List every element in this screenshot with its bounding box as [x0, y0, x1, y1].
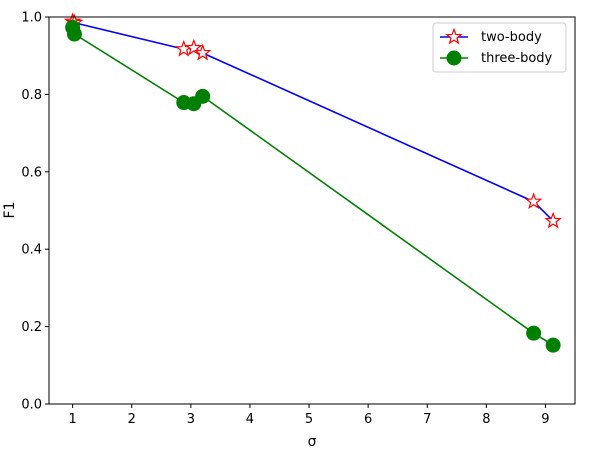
series-layer: [63, 12, 562, 353]
data-point-two-body: [544, 211, 562, 229]
legend-label-two-body: two-body: [481, 30, 542, 45]
data-point-three-body: [545, 337, 561, 353]
y-tick-label: 1.0: [21, 11, 42, 26]
y-axis-label: F1: [2, 202, 18, 219]
legend: two-body three-body: [432, 22, 567, 73]
data-point-two-body: [524, 192, 543, 210]
x-tick-label: 4: [246, 412, 254, 427]
y-tick-label: 0.6: [21, 165, 42, 180]
x-tick-label: 7: [423, 412, 431, 427]
legend-marker-three-body: [446, 50, 462, 66]
data-point-two-body: [185, 38, 203, 56]
y-tick-label: 0.8: [21, 88, 42, 103]
x-tick-label: 9: [541, 412, 549, 427]
data-point-two-body: [174, 39, 193, 57]
plot-frame: [48, 16, 576, 405]
legend-label-three-body: three-body: [481, 51, 553, 66]
data-point-three-body: [526, 325, 542, 341]
data-point-three-body: [195, 88, 211, 104]
y-tick-label: 0.0: [21, 398, 42, 413]
data-point-two-body: [193, 43, 212, 61]
x-tick-label: 3: [187, 412, 195, 427]
x-tick-label: 6: [364, 412, 372, 427]
y-tick-label: 0.2: [21, 320, 42, 335]
legend-frame: [432, 22, 567, 73]
x-tick-label: 2: [128, 412, 136, 427]
y-tick-label: 0.4: [21, 243, 42, 258]
legend-marker-two-body: [445, 27, 463, 45]
series-line-three-body: [71, 27, 554, 346]
x-tick-label: 5: [305, 412, 313, 427]
x-tick-label: 1: [68, 412, 76, 427]
legend-marker-two-body: [445, 27, 463, 45]
data-point-three-body: [66, 26, 82, 42]
ticks-layer: 1 2 3 4 5 6 7 8 9 0.0 0.2 0.4 0.6 0.8 1.0: [21, 11, 549, 428]
legend-marker-three-body: [446, 50, 462, 66]
x-tick-label: 8: [482, 412, 490, 427]
x-axis-label: σ: [308, 434, 317, 450]
